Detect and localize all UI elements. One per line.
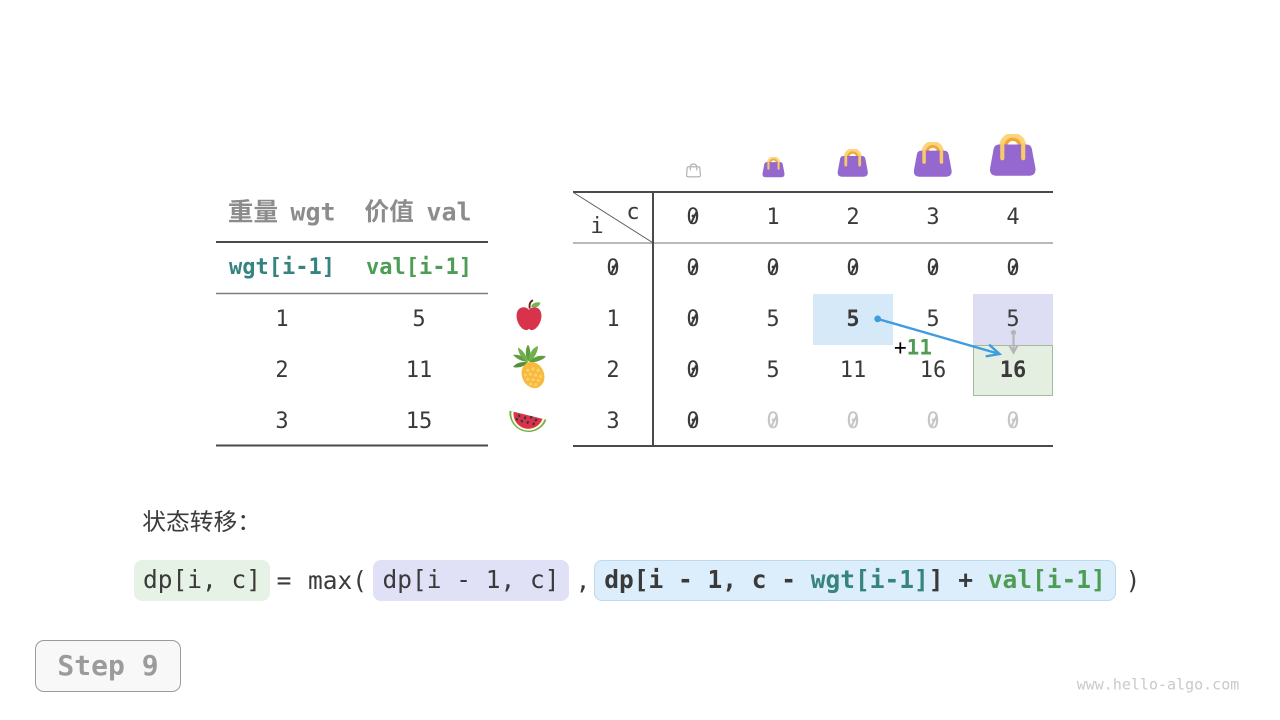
dp-col-header-4: 4 <box>1006 204 1020 230</box>
formula-option-keep: dp[i - 1, c] <box>382 565 560 595</box>
step-button[interactable]: Step 9 <box>35 640 181 692</box>
pineapple-icon <box>513 345 546 389</box>
item-weight-1: 2 <box>275 357 289 383</box>
formula-take-val: val[i-1] <box>987 565 1106 595</box>
dp-cell-r0-c3: 0 <box>926 255 940 281</box>
value-header-cn <box>364 199 413 223</box>
formula-take-wgt: wgt[i-1] <box>810 565 929 595</box>
dp-cell-r2-c3: 16 <box>919 357 947 383</box>
gain-value: 11 <box>906 335 932 360</box>
item-value-0: 5 <box>412 306 426 332</box>
item-value-1: 11 <box>405 357 433 383</box>
formula-close-paren: ) <box>1125 565 1141 595</box>
dp-cell-r3-c1: 0 <box>766 408 780 434</box>
dp-cell-r1-c3: 5 <box>926 306 940 332</box>
apple-icon <box>516 299 542 331</box>
bag-capacity-2-icon <box>837 149 869 177</box>
dp-row-header-0: 0 <box>606 255 620 281</box>
dp-cell-r1-c2: 5 <box>846 306 860 332</box>
bag-capacity-1-icon <box>761 156 785 178</box>
dp-cell-r1-c0: 0 <box>686 306 700 332</box>
formula-result: dp[i, c] <box>142 565 261 595</box>
dp-cell-r0-c4: 0 <box>1006 255 1020 281</box>
value-header-code: val <box>426 197 472 227</box>
watermelon-icon <box>509 410 547 432</box>
formula-equals: = <box>276 565 292 595</box>
dp-row-header-3: 3 <box>606 408 620 434</box>
gain-annotation: +11 <box>894 335 932 360</box>
dp-col-header-1: 1 <box>766 204 780 230</box>
formula-take-box: dp[i - 1, c - wgt[i-1]] + val[i-1] <box>594 560 1116 601</box>
dp-cell-r2-c4: 16 <box>999 357 1027 383</box>
state-transition-label <box>143 509 245 532</box>
dp-cell-r0-c1: 0 <box>766 255 780 281</box>
dp-cell-r3-c4: 0 <box>1006 408 1020 434</box>
formula-max-open: max( <box>307 565 368 595</box>
weight-header-code: wgt <box>290 197 336 227</box>
dp-col-header-2: 2 <box>846 204 860 230</box>
rule-line <box>573 192 653 243</box>
item-weight-2: 3 <box>275 408 289 434</box>
watermark: www.hello-algo.com <box>1076 675 1240 694</box>
dp-cell-r1-c1: 5 <box>766 306 780 332</box>
formula-keep-box: dp[i - 1, c] <box>373 560 569 601</box>
bag-empty-icon <box>685 163 701 178</box>
highlight-target-cell <box>973 345 1053 396</box>
dp-cell-r3-c0: 0 <box>686 408 700 434</box>
formula-take-mid: ] + <box>928 565 988 595</box>
dp-col-header-3: 3 <box>926 204 940 230</box>
dp-row-header-2: 2 <box>606 357 620 383</box>
gain-operator: + <box>894 335 907 360</box>
dp-row-header-1: 1 <box>606 306 620 332</box>
inherit-arrow <box>1008 329 1019 355</box>
formula-comma: , <box>575 565 591 595</box>
dp-cell-r0-c2: 0 <box>846 255 860 281</box>
dp-cell-r2-c1: 5 <box>766 357 780 383</box>
bag-capacity-3-icon <box>914 141 952 177</box>
dp-cell-r3-c2: 0 <box>846 408 860 434</box>
formula-result-box: dp[i, c] <box>134 560 270 601</box>
value-index-label: val[i-1] <box>366 255 472 280</box>
weight-header-cn <box>228 199 278 223</box>
dp-cell-r0-c0: 0 <box>686 255 700 281</box>
dp-cell-r3-c3: 0 <box>926 408 940 434</box>
dp-cell-r2-c2: 11 <box>839 357 867 383</box>
item-weight-0: 1 <box>275 306 289 332</box>
dp-col-header-0: 0 <box>686 204 700 230</box>
dp-cell-r1-c4: 5 <box>1006 306 1020 332</box>
item-value-2: 15 <box>405 408 433 434</box>
formula-take-prefix: dp[i - 1, c - <box>604 565 811 595</box>
transition-arrow <box>874 315 1003 358</box>
dp-corner-col-var: c <box>626 199 640 225</box>
bag-capacity-4-icon <box>990 134 1036 177</box>
weight-index-label: wgt[i-1] <box>229 255 335 280</box>
dp-cell-r2-c0: 0 <box>686 357 700 383</box>
dp-corner-row-var: i <box>590 214 604 239</box>
